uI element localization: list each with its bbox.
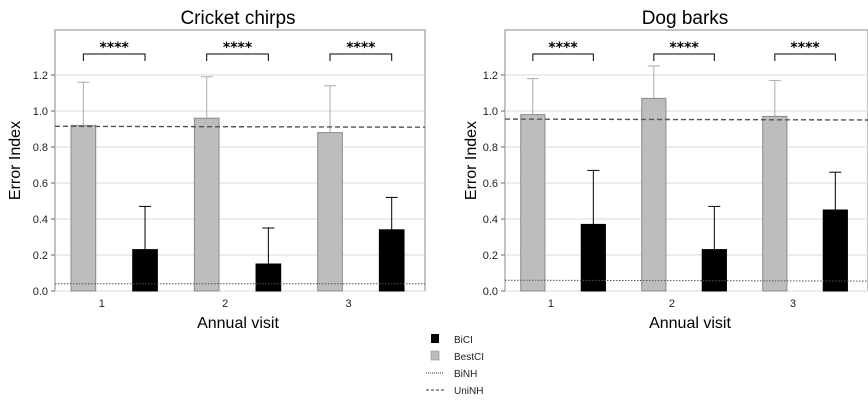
bar-bestci-visit-3: [317, 132, 343, 292]
bar-bici-visit-1: [132, 249, 158, 292]
bar-bici-visit-3: [378, 229, 405, 292]
legend-swatch-bestCI: [430, 350, 440, 361]
y-tick-label: 0.2: [33, 250, 48, 262]
chart-title: Cricket chirps: [180, 8, 295, 29]
y-tick-label: 0.4: [33, 214, 48, 226]
significance-bracket: [329, 53, 393, 61]
y-tick-label: 0.8: [483, 142, 498, 154]
significance-bracket: [774, 53, 836, 61]
legend-label: UniNH: [454, 386, 483, 397]
bar-bestci-visit-1: [70, 124, 97, 292]
bar-bici-visit-2: [701, 249, 727, 292]
significance-label: ****: [346, 40, 376, 56]
y-tick-label: 0.0: [483, 286, 498, 298]
significance-bracket: [532, 53, 594, 61]
x-tick-label: 2: [222, 298, 228, 310]
y-tick-label: 0.6: [483, 178, 498, 190]
reference-line-uninh: [504, 118, 868, 121]
plot-area: [54, 29, 426, 292]
y-axis-title: Error Index: [463, 121, 480, 200]
significance-label: ****: [223, 40, 253, 56]
significance-bracket: [82, 53, 146, 61]
legend-label: BiNH: [454, 369, 477, 380]
x-tick-label: 2: [669, 298, 675, 310]
y-tick-label: 1.0: [33, 106, 48, 118]
x-axis-title: Annual visit: [197, 315, 279, 332]
reference-line-binh: [504, 279, 868, 282]
significance-bracket: [206, 53, 269, 61]
legend-label: BestCI: [454, 352, 484, 363]
x-tick-label: 3: [790, 298, 796, 310]
significance-label: ****: [669, 40, 699, 56]
bar-bestci-visit-3: [762, 115, 788, 292]
bar-bestci-visit-2: [641, 97, 667, 292]
significance-label: ****: [790, 40, 820, 56]
y-tick-label: 0.0: [33, 286, 48, 298]
bar-bici-visit-1: [580, 223, 606, 292]
legend-swatch-biCI: [431, 334, 439, 343]
significance-label: ****: [100, 40, 130, 56]
x-tick-label: 1: [548, 298, 554, 310]
bar-bestci-visit-2: [193, 117, 220, 292]
y-tick-label: 1.2: [33, 70, 48, 82]
x-axis-title: Annual visit: [649, 315, 731, 332]
bar-bici-visit-2: [255, 263, 282, 292]
bar-bici-visit-3: [822, 209, 848, 292]
plot-area: [504, 29, 868, 292]
y-tick-label: 0.2: [483, 250, 498, 262]
legend: BiCI BestCI BiNH UniNH: [426, 334, 484, 397]
y-axis-title: Error Index: [7, 121, 24, 200]
reference-line-uninh: [54, 125, 426, 128]
x-tick-label: 3: [345, 298, 351, 310]
y-tick-label: 0.8: [33, 142, 48, 154]
chart-panel-1: 0.0 0.2 0.4 0.6 0.8 1.0 1.2 1 **** 2 **** 3 **** Cric…: [7, 8, 426, 332]
x-tick-label: 1: [99, 298, 105, 310]
chart-panel-2: 0.0 0.2 0.4 0.6 0.8 1.0 1.2 1 **** 2 **** 3 **** Dog …: [463, 8, 868, 332]
significance-bracket: [653, 53, 715, 61]
y-tick-label: 0.4: [483, 214, 498, 226]
y-tick-label: 1.0: [483, 106, 498, 118]
chart-title: Dog barks: [642, 8, 729, 29]
legend-label: BiCI: [454, 335, 473, 346]
bar-bestci-visit-1: [520, 114, 546, 292]
y-tick-label: 0.6: [33, 178, 48, 190]
y-tick-label: 1.2: [483, 70, 498, 82]
significance-label: ****: [548, 40, 578, 56]
